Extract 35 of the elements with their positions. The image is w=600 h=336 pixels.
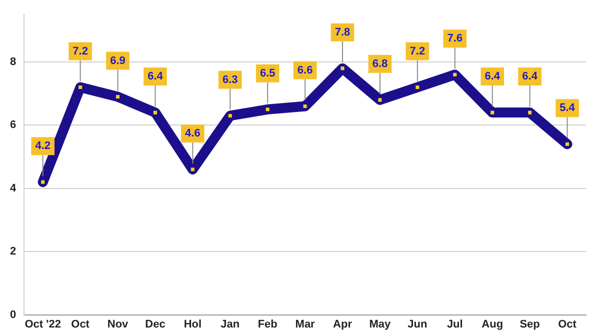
y-tick-label: 8: [10, 56, 16, 68]
data-label: 6.4: [522, 70, 538, 83]
data-label: 6.6: [297, 64, 313, 76]
x-tick-label: Sep: [520, 318, 540, 330]
data-label: 7.8: [334, 26, 350, 38]
x-tick-label: Mar: [295, 318, 316, 330]
data-label: 7.2: [72, 45, 88, 58]
y-tick-label: 4: [10, 182, 17, 194]
x-tick-label: Hol: [184, 318, 202, 330]
data-label: 6.4: [484, 70, 501, 83]
data-label: 7.2: [410, 45, 426, 58]
x-tick-label: Oct '22: [24, 318, 61, 330]
x-tick-label: Dec: [145, 318, 166, 330]
data-label: 4.6: [185, 127, 200, 140]
y-tick-label: 6: [10, 119, 16, 132]
x-tick-label: Feb: [258, 318, 278, 330]
x-tick-label: Nov: [107, 318, 130, 330]
data-label: 6.3: [222, 74, 238, 86]
x-tick-label: Oct: [71, 318, 90, 330]
data-label: 6.4: [148, 70, 164, 83]
data-label: 6.9: [110, 54, 126, 67]
x-tick-label: Jun: [408, 318, 428, 330]
x-tick-label: Jan: [220, 318, 240, 330]
x-tick-label: Aug: [482, 318, 504, 330]
data-label: 5.4: [560, 102, 576, 114]
x-tick-label: Oct: [558, 318, 577, 330]
x-tick-label: Apr: [333, 318, 353, 330]
y-tick-label: 2: [10, 246, 16, 258]
x-tick-label: Jul: [446, 318, 463, 330]
data-label: 7.6: [447, 32, 463, 45]
data-label: 6.8: [372, 58, 388, 70]
y-tick-label: 0: [10, 308, 16, 321]
data-label: 6.5: [260, 67, 276, 80]
x-tick-label: May: [369, 318, 392, 330]
data-label: 4.2: [35, 140, 50, 152]
